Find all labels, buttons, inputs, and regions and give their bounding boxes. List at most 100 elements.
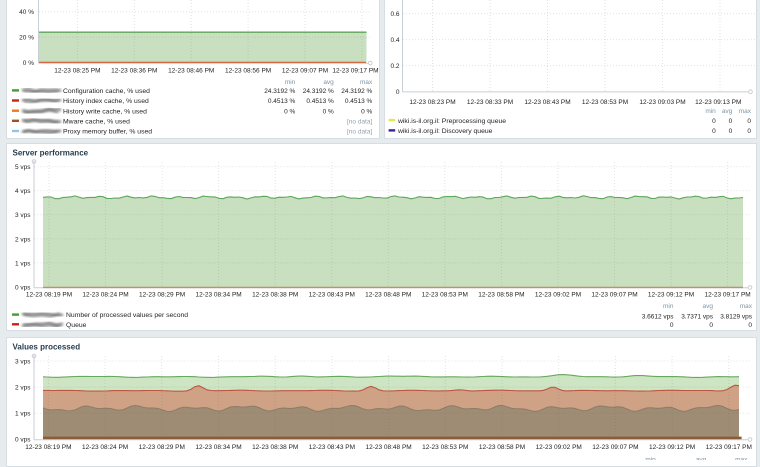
svg-text:12-23 08:34 PM: 12-23 08:34 PM xyxy=(195,292,241,299)
svg-text:0 %: 0 % xyxy=(284,108,295,115)
svg-text:20 %: 20 % xyxy=(19,35,34,42)
svg-text:12-23 08:46 PM: 12-23 08:46 PM xyxy=(168,68,214,75)
svg-text:0 %: 0 % xyxy=(323,108,334,115)
svg-text:0: 0 xyxy=(670,322,674,329)
svg-text:History index cache, % used: History index cache, % used xyxy=(63,98,149,105)
svg-text:min: min xyxy=(663,303,674,310)
svg-text:avg: avg xyxy=(323,79,334,86)
svg-text:24.3192 %: 24.3192 % xyxy=(264,88,295,95)
svg-text:0.4513 %: 0.4513 % xyxy=(345,98,373,105)
svg-text:3 vps: 3 vps xyxy=(15,358,31,365)
svg-text:Server performance: Server performance xyxy=(13,149,89,158)
svg-text:12-23 08:58 PM: 12-23 08:58 PM xyxy=(479,444,525,451)
svg-text:0 vps: 0 vps xyxy=(15,284,31,291)
svg-text:12-23 09:02 PM: 12-23 09:02 PM xyxy=(535,292,581,299)
svg-text:12-23 08:58 PM: 12-23 08:58 PM xyxy=(478,292,524,299)
svg-text:max: max xyxy=(740,303,753,310)
svg-text:24.3192 %: 24.3192 % xyxy=(303,88,334,95)
svg-text:Queue: Queue xyxy=(66,322,87,329)
svg-text:12-23 08:53 PM: 12-23 08:53 PM xyxy=(422,292,468,299)
svg-text:min: min xyxy=(645,456,656,460)
svg-text:0: 0 xyxy=(747,118,751,125)
svg-text:0 %: 0 % xyxy=(23,60,34,67)
svg-text:2 vps: 2 vps xyxy=(15,236,31,243)
svg-text:12-23 08:43 PM: 12-23 08:43 PM xyxy=(524,99,570,106)
svg-text:min: min xyxy=(705,108,716,115)
svg-text:40 %: 40 % xyxy=(19,9,34,16)
svg-text:12-23 08:29 PM: 12-23 08:29 PM xyxy=(139,292,185,299)
svg-text:12-23 08:25 PM: 12-23 08:25 PM xyxy=(54,68,100,75)
svg-text:min: min xyxy=(285,79,296,86)
svg-text:Values processed: Values processed xyxy=(13,343,81,352)
svg-text:12-23 08:48 PM: 12-23 08:48 PM xyxy=(365,444,411,451)
svg-text:12-23 08:56 PM: 12-23 08:56 PM xyxy=(225,68,271,75)
svg-text:12-23 09:03 PM: 12-23 09:03 PM xyxy=(639,99,685,106)
svg-text:Configuration cache, % used: Configuration cache, % used xyxy=(63,88,150,95)
svg-text:12-23 09:07 PM: 12-23 09:07 PM xyxy=(592,444,638,451)
svg-text:12-23 08:53 PM: 12-23 08:53 PM xyxy=(582,99,628,106)
svg-text:0: 0 xyxy=(712,118,716,125)
svg-text:12-23 09:07 PM: 12-23 09:07 PM xyxy=(591,292,637,299)
svg-text:12-23 08:38 PM: 12-23 08:38 PM xyxy=(252,292,298,299)
svg-text:4 vps: 4 vps xyxy=(15,188,31,195)
svg-text:12-23 09:02 PM: 12-23 09:02 PM xyxy=(536,444,582,451)
svg-text:12-23 08:29 PM: 12-23 08:29 PM xyxy=(139,444,185,451)
svg-text:Mware cache, % used: Mware cache, % used xyxy=(63,119,130,126)
svg-text:0: 0 xyxy=(709,322,713,329)
svg-text:avg: avg xyxy=(722,108,733,115)
svg-text:12-23 08:34 PM: 12-23 08:34 PM xyxy=(195,444,241,451)
svg-text:0.4513 %: 0.4513 % xyxy=(306,98,334,105)
svg-text:12-23 09:17 PM: 12-23 09:17 PM xyxy=(704,292,750,299)
svg-text:3.8129 vps: 3.8129 vps xyxy=(720,313,753,320)
svg-text:12-23 08:23 PM: 12-23 08:23 PM xyxy=(409,99,455,106)
svg-text:12-23 08:36 PM: 12-23 08:36 PM xyxy=(111,68,157,75)
svg-text:Number of processed values per: Number of processed values per second xyxy=(66,312,188,319)
svg-text:12-23 09:13 PM: 12-23 09:13 PM xyxy=(695,99,741,106)
svg-text:0.2: 0.2 xyxy=(390,63,399,70)
svg-text:12-23 08:43 PM: 12-23 08:43 PM xyxy=(309,292,355,299)
svg-text:12-23 08:38 PM: 12-23 08:38 PM xyxy=(252,444,298,451)
svg-text:1 vps: 1 vps xyxy=(15,411,31,418)
svg-text:0 vps: 0 vps xyxy=(15,437,31,444)
svg-text:0: 0 xyxy=(729,118,733,125)
svg-text:12-23 08:19 PM: 12-23 08:19 PM xyxy=(25,444,71,451)
svg-text:max: max xyxy=(360,79,373,86)
svg-text:0: 0 xyxy=(712,128,716,135)
svg-text:wiki.is-il.org.il: Discovery q: wiki.is-il.org.il: Discovery queue xyxy=(397,128,493,135)
svg-text:3.6612 vps: 3.6612 vps xyxy=(642,313,675,320)
svg-text:5 vps: 5 vps xyxy=(15,164,31,171)
svg-text:0 %: 0 % xyxy=(361,108,372,115)
svg-text:12-23 08:19 PM: 12-23 08:19 PM xyxy=(26,292,72,299)
svg-text:12-23 09:17 PM: 12-23 09:17 PM xyxy=(706,444,752,451)
svg-text:12-23 09:12 PM: 12-23 09:12 PM xyxy=(649,444,695,451)
svg-text:12-23 08:24 PM: 12-23 08:24 PM xyxy=(82,444,128,451)
svg-text:max: max xyxy=(739,108,752,115)
svg-text:0: 0 xyxy=(396,89,400,96)
svg-text:2 vps: 2 vps xyxy=(15,385,31,392)
svg-text:12-23 08:48 PM: 12-23 08:48 PM xyxy=(365,292,411,299)
svg-text:12-23 09:12 PM: 12-23 09:12 PM xyxy=(648,292,694,299)
svg-text:12-23 09:07 PM: 12-23 09:07 PM xyxy=(282,68,328,75)
svg-text:0.4: 0.4 xyxy=(390,37,399,44)
svg-text:0: 0 xyxy=(747,128,751,135)
svg-text:12-23 08:24 PM: 12-23 08:24 PM xyxy=(82,292,128,299)
svg-text:[no data]: [no data] xyxy=(347,119,372,126)
svg-text:3 vps: 3 vps xyxy=(15,212,31,219)
svg-text:1 vps: 1 vps xyxy=(15,260,31,267)
svg-text:12-23 08:53 PM: 12-23 08:53 PM xyxy=(422,444,468,451)
svg-text:3.7371 vps: 3.7371 vps xyxy=(681,313,714,320)
svg-text:0: 0 xyxy=(729,128,733,135)
svg-text:avg: avg xyxy=(696,456,707,460)
svg-text:0.6: 0.6 xyxy=(390,11,399,18)
svg-text:12-23 08:33 PM: 12-23 08:33 PM xyxy=(467,99,513,106)
svg-text:0: 0 xyxy=(748,322,752,329)
svg-text:12-23 09:17 PM: 12-23 09:17 PM xyxy=(332,68,378,75)
svg-text:avg: avg xyxy=(703,303,714,310)
svg-text:12-23 08:43 PM: 12-23 08:43 PM xyxy=(309,444,355,451)
svg-text:Proxy memory buffer, % used: Proxy memory buffer, % used xyxy=(63,129,152,136)
svg-text:[no data]: [no data] xyxy=(347,129,372,136)
svg-text:24.3192 %: 24.3192 % xyxy=(341,88,372,95)
svg-text:History write cache, % used: History write cache, % used xyxy=(63,108,147,115)
svg-text:max: max xyxy=(735,456,748,460)
svg-text:0.4513 %: 0.4513 % xyxy=(268,98,296,105)
